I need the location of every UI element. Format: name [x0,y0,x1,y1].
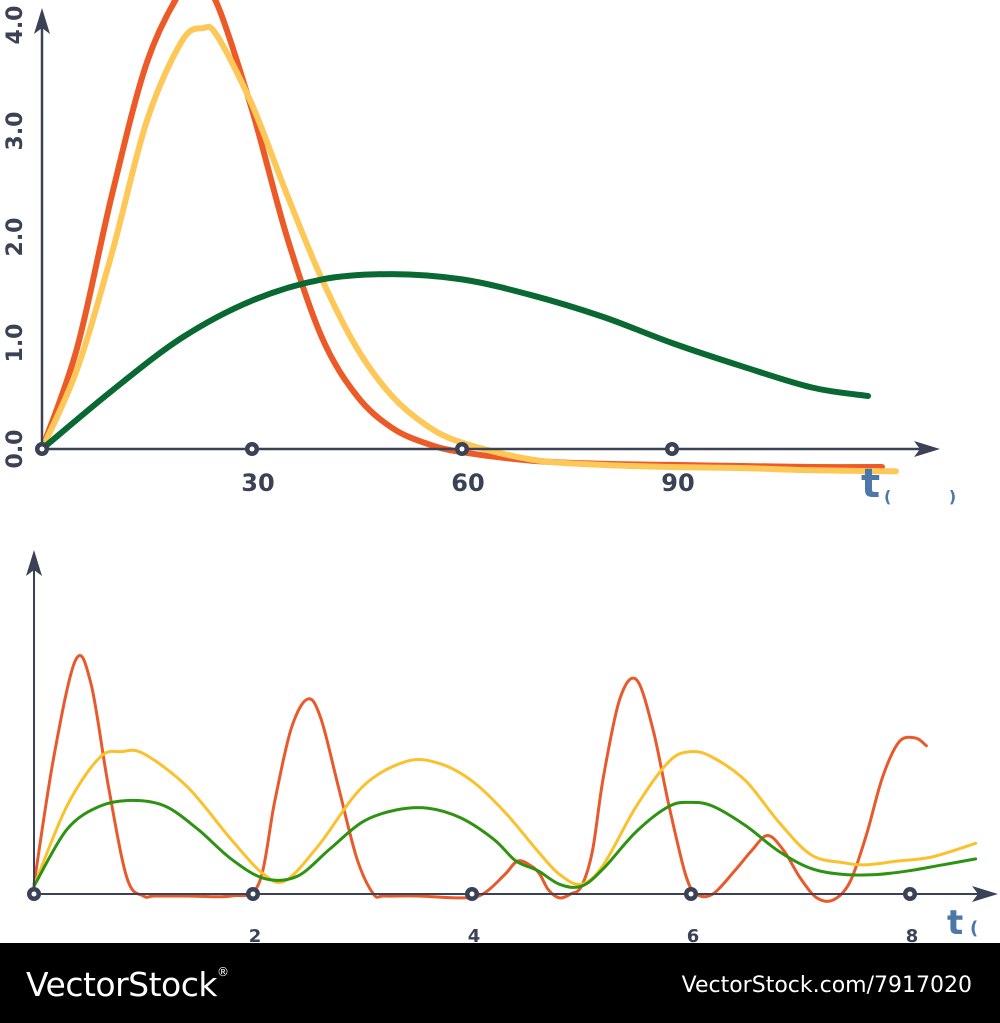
x-tick-dot-center [249,446,255,452]
brand-name: VectorStock [26,965,218,1004]
brand-registered-mark: ® [217,965,229,979]
x-tick-dot-center [459,446,465,452]
x-axis-label: t [861,461,880,507]
chart-2: 2 4 6 8 t ( ) [26,550,1000,943]
y-axis-arrow-icon [34,8,50,34]
y-tick-label: 0.0 [3,430,28,469]
x-tick-dot-center [688,891,694,897]
x-tick-label: 2 [249,926,262,943]
x-axis-label: t [947,903,963,943]
series-line-1 [32,653,928,903]
x-axis-arrow-icon [914,441,940,457]
series-line-2 [32,748,978,888]
y-tick-label: 1.0 [3,324,28,363]
x-tick-label: 90 [661,469,694,497]
chart-1: 30 60 90 0.0 1.0 2.0 3.0 4.0 t( ) [3,0,956,507]
x-axis-unit-paren: ( ) [884,487,956,506]
series-line-2 [39,23,899,475]
watermark-footer: VectorStock® VectorStock.com/7917020 [0,943,1000,1023]
x-tick-dot-center [907,891,913,897]
origin-dot-center [39,446,45,452]
x-axis-arrow-icon [972,886,998,902]
x-tick-label: 4 [468,926,481,943]
y-tick-label: 2.0 [3,218,28,257]
y-tick-label: 3.0 [3,112,28,151]
series-line-3 [39,271,871,452]
x-tick-label: 6 [687,926,700,943]
brand-logo: VectorStock® [26,965,229,1004]
y-axis-arrow-icon [26,550,42,576]
x-tick-dot-center [250,891,256,897]
x-axis-unit-paren: ( ) [970,918,1000,939]
series-line-3 [32,798,978,889]
x-tick-label: 30 [241,469,274,497]
y-tick-label: 4.0 [3,6,28,45]
brand-url: VectorStock.com/7917020 [681,973,972,998]
x-tick-label: 8 [906,926,919,943]
origin-dot-center [31,891,37,897]
x-tick-label: 60 [451,469,484,497]
x-tick-dot-center [669,446,675,452]
x-tick-dot-center [469,891,475,897]
